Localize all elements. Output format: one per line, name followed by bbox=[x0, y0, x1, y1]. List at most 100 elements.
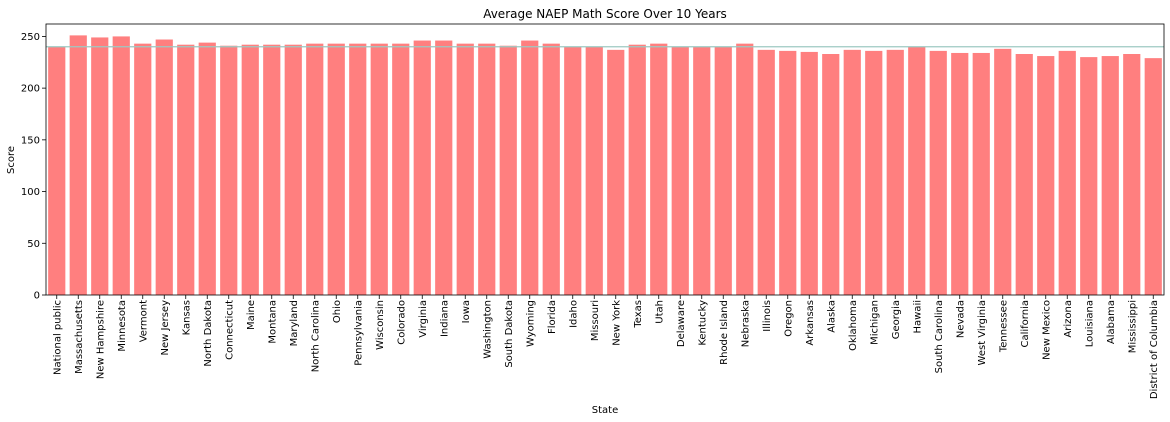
bar-ohio bbox=[327, 43, 345, 296]
bar-delaware bbox=[671, 46, 689, 296]
bar-kentucky bbox=[693, 46, 711, 296]
x-tick-label: Pennsylvania bbox=[353, 300, 364, 366]
x-tick-label: Utah bbox=[654, 300, 665, 324]
bar-maryland bbox=[284, 44, 302, 295]
y-tick-label: 200 bbox=[21, 84, 40, 95]
x-tick-label: District of Columbia bbox=[1149, 300, 1160, 399]
x-tick-label: Wyoming bbox=[525, 300, 536, 347]
bar-missouri bbox=[585, 46, 603, 296]
bar-massachusetts bbox=[69, 35, 87, 295]
bar-nebraska bbox=[736, 43, 754, 296]
x-tick-label: Ohio bbox=[332, 300, 343, 323]
x-tick-label: National public bbox=[52, 300, 63, 375]
x-tick-label: Nebraska bbox=[740, 300, 751, 347]
x-tick-label: Alaska bbox=[826, 300, 837, 333]
bar-louisiana bbox=[1080, 57, 1098, 295]
bar-illinois bbox=[757, 49, 775, 295]
x-tick-label: Oklahoma bbox=[848, 300, 859, 351]
bar-michigan bbox=[865, 50, 883, 295]
x-tick-label: Nevada bbox=[955, 300, 966, 338]
x-tick-label: West Virginia bbox=[977, 300, 988, 365]
bar-north-carolina bbox=[306, 43, 324, 296]
x-ticks: National public Massachusetts New Hampshir… bbox=[52, 295, 1160, 399]
x-tick-label: Missouri bbox=[590, 300, 601, 341]
bar-new-hampshire bbox=[91, 37, 109, 295]
x-tick-label: Mississippi bbox=[1127, 300, 1138, 353]
bar-utah bbox=[650, 43, 668, 296]
x-tick-label: Texas bbox=[633, 300, 644, 329]
x-tick-label: Arkansas bbox=[805, 300, 816, 346]
x-tick-label: Oregon bbox=[783, 300, 794, 337]
bar-minnesota bbox=[112, 36, 130, 295]
bar-rhode-island bbox=[714, 46, 732, 296]
x-tick-label: Iowa bbox=[461, 300, 472, 323]
bar-south-dakota bbox=[499, 45, 517, 295]
x-tick-label: Alabama bbox=[1106, 300, 1117, 344]
x-tick-label: Tennessee bbox=[998, 300, 1009, 353]
bar-arizona bbox=[1058, 50, 1076, 295]
y-ticks: 0 50 100 150 200 250 bbox=[21, 32, 46, 302]
x-tick-label: North Dakota bbox=[203, 300, 214, 367]
bar-wisconsin bbox=[370, 43, 388, 296]
x-tick-label: Florida bbox=[547, 300, 558, 334]
bar-new-york bbox=[607, 49, 625, 295]
bar-virginia bbox=[413, 40, 431, 295]
x-tick-label: Arizona bbox=[1063, 300, 1074, 338]
bar-kansas bbox=[177, 44, 195, 295]
x-tick-label: Louisiana bbox=[1084, 300, 1095, 347]
x-tick-label: Kansas bbox=[181, 300, 192, 335]
bar-oklahoma bbox=[843, 49, 861, 295]
bar-idaho bbox=[564, 46, 582, 296]
x-tick-label: Virginia bbox=[418, 300, 429, 338]
bar-alaska bbox=[822, 54, 840, 295]
bar-new-mexico bbox=[1037, 56, 1055, 296]
x-tick-label: Maryland bbox=[289, 300, 300, 346]
x-tick-label: Vermont bbox=[138, 300, 149, 342]
y-axis-label: Score bbox=[6, 146, 17, 174]
x-tick-label: South Carolina bbox=[934, 300, 945, 373]
bar-vermont bbox=[134, 43, 152, 296]
bar-district-of-columbia bbox=[1144, 58, 1162, 295]
chart-title: Average NAEP Math Score Over 10 Years bbox=[483, 7, 727, 21]
bar-indiana bbox=[435, 40, 453, 295]
bar-north-dakota bbox=[198, 42, 216, 296]
x-tick-label: Idaho bbox=[568, 300, 579, 328]
y-tick-label: 100 bbox=[21, 187, 40, 198]
x-tick-label: South Dakota bbox=[504, 300, 515, 368]
x-tick-label: Minnesota bbox=[117, 300, 128, 352]
x-tick-label: Wisconsin bbox=[375, 300, 386, 350]
x-tick-label: Indiana bbox=[439, 300, 450, 337]
bar-mississippi bbox=[1123, 54, 1141, 295]
x-axis-label: State bbox=[592, 405, 618, 416]
bar-pennsylvania bbox=[349, 43, 367, 296]
axes-layer bbox=[45, 23, 1165, 296]
x-tick-label: Colorado bbox=[396, 300, 407, 345]
plot-frame bbox=[45, 23, 1165, 296]
x-tick-label: California bbox=[1020, 300, 1031, 348]
bar-washington bbox=[478, 43, 496, 296]
bar-arkansas bbox=[800, 51, 818, 296]
bar-west-virginia bbox=[972, 52, 990, 296]
bar-california bbox=[1015, 54, 1033, 295]
x-tick-label: Kentucky bbox=[697, 300, 708, 346]
x-tick-label: New Jersey bbox=[160, 300, 171, 356]
bar-colorado bbox=[392, 43, 410, 296]
bar-south-carolina bbox=[929, 50, 947, 295]
x-tick-label: Montana bbox=[267, 300, 278, 344]
x-tick-label: Hawaii bbox=[912, 300, 923, 334]
bar-georgia bbox=[886, 49, 904, 295]
x-tick-label: New York bbox=[611, 300, 622, 346]
bar-florida bbox=[542, 43, 560, 296]
x-tick-label: Massachusetts bbox=[74, 300, 85, 374]
x-tick-label: Maine bbox=[246, 300, 257, 330]
x-tick-label: Illinois bbox=[762, 300, 773, 332]
x-tick-label: Connecticut bbox=[224, 300, 235, 360]
x-tick-label: Rhode Island bbox=[719, 300, 730, 365]
bar-maine bbox=[241, 44, 259, 295]
bar-hawaii bbox=[908, 46, 926, 296]
y-tick-label: 50 bbox=[27, 239, 40, 250]
x-tick-label: Michigan bbox=[869, 300, 880, 345]
bar-texas bbox=[628, 44, 646, 295]
x-tick-label: Delaware bbox=[676, 300, 687, 347]
